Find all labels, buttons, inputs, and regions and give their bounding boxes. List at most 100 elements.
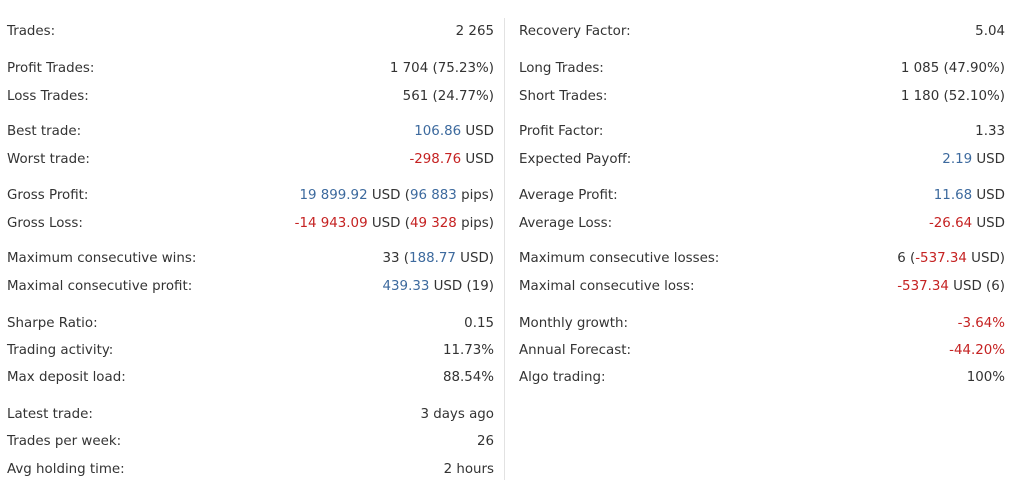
stat-row-max-consecutive-wins: Maximum consecutive wins: 33 (188.77 USD… bbox=[7, 249, 494, 267]
count-text: 33 ( bbox=[382, 250, 410, 266]
stat-label: Recovery Factor: bbox=[519, 23, 631, 39]
amount-negative: -26.64 bbox=[928, 215, 973, 231]
stat-value: 1 085 (47.90%) bbox=[900, 60, 1005, 76]
stat-value: 100% bbox=[966, 369, 1005, 385]
stat-value: -44.20% bbox=[949, 342, 1005, 358]
stat-label: Average Profit: bbox=[519, 187, 618, 203]
stat-value: 6 (-537.34 USD) bbox=[897, 251, 1005, 266]
amount-positive: 11.68 bbox=[933, 187, 973, 203]
amount-negative: -537.34 bbox=[897, 278, 949, 294]
amount-positive: 19 899.92 bbox=[299, 187, 368, 203]
stat-value: -298.76 USD bbox=[409, 152, 494, 167]
amount-negative: -14 943.09 bbox=[294, 215, 368, 231]
stat-row-monthly-growth: Monthly growth: -3.64% bbox=[519, 314, 1005, 332]
stat-label: Maximal consecutive loss: bbox=[519, 278, 695, 294]
amount-positive: 2.19 bbox=[942, 151, 973, 167]
column-divider bbox=[504, 18, 505, 480]
pips-suffix: pips) bbox=[456, 187, 494, 203]
stat-row-trading-activity: Trading activity: 11.73% bbox=[7, 341, 494, 359]
suffix-text: USD) bbox=[966, 250, 1005, 266]
stat-value: -3.64% bbox=[957, 315, 1005, 331]
stat-row-latest-trade: Latest trade: 3 days ago bbox=[7, 405, 494, 423]
stat-row-gross-loss: Gross Loss: -14 943.09 USD (49 328 pips) bbox=[7, 214, 494, 232]
stat-value: -537.34 USD (6) bbox=[897, 279, 1005, 294]
stat-label: Expected Payoff: bbox=[519, 151, 632, 167]
stat-label: Worst trade: bbox=[7, 151, 90, 167]
amount-positive: 188.77 bbox=[409, 250, 456, 266]
stat-row-gross-profit: Gross Profit: 19 899.92 USD (96 883 pips… bbox=[7, 186, 494, 204]
unit-text: USD ( bbox=[367, 187, 410, 203]
stat-value: 19 899.92 USD (96 883 pips) bbox=[299, 188, 494, 203]
stat-label: Loss Trades: bbox=[7, 88, 89, 104]
stat-value: 1 180 (52.10%) bbox=[900, 88, 1005, 104]
stat-value: 439.33 USD (19) bbox=[383, 279, 494, 294]
stat-value: 561 (24.77%) bbox=[402, 88, 494, 104]
count-text: 6 ( bbox=[897, 250, 916, 266]
stat-row-trades: Trades: 2 265 bbox=[7, 22, 494, 40]
pips-positive: 96 883 bbox=[409, 187, 457, 203]
amount-negative: -537.34 bbox=[915, 250, 967, 266]
stat-label: Average Loss: bbox=[519, 215, 613, 231]
unit-text: USD bbox=[461, 123, 494, 139]
stat-label: Profit Factor: bbox=[519, 123, 604, 139]
stat-row-algo-trading: Algo trading: 100% bbox=[519, 368, 1005, 386]
stat-label: Avg holding time: bbox=[7, 461, 125, 477]
stat-label: Sharpe Ratio: bbox=[7, 315, 98, 331]
stat-value: 11.68 USD bbox=[934, 188, 1005, 203]
stat-label: Gross Loss: bbox=[7, 215, 83, 231]
stat-label: Trading activity: bbox=[7, 342, 114, 358]
stat-label: Profit Trades: bbox=[7, 60, 95, 76]
unit-text: USD bbox=[972, 215, 1005, 231]
stat-value: 26 bbox=[476, 433, 494, 449]
stat-row-max-consecutive-losses: Maximum consecutive losses: 6 (-537.34 U… bbox=[519, 249, 1005, 267]
stat-row-max-consecutive-profit: Maximal consecutive profit: 439.33 USD (… bbox=[7, 277, 494, 295]
stat-row-profit-factor: Profit Factor: 1.33 bbox=[519, 122, 1005, 140]
amount-negative: -298.76 bbox=[409, 151, 462, 167]
amount-positive: 106.86 bbox=[414, 123, 462, 139]
stat-row-trades-per-week: Trades per week: 26 bbox=[7, 432, 494, 450]
stat-row-short-trades: Short Trades: 1 180 (52.10%) bbox=[519, 87, 1005, 105]
unit-text: USD ( bbox=[367, 215, 410, 231]
stat-label: Monthly growth: bbox=[519, 315, 628, 331]
stat-value: 11.73% bbox=[442, 342, 494, 358]
stat-label: Max deposit load: bbox=[7, 369, 126, 385]
stat-value: 2 hours bbox=[443, 461, 494, 477]
pips-suffix: pips) bbox=[456, 215, 494, 231]
stat-row-worst-trade: Worst trade: -298.76 USD bbox=[7, 150, 494, 168]
stat-value: -14 943.09 USD (49 328 pips) bbox=[295, 216, 494, 231]
stat-row-best-trade: Best trade: 106.86 USD bbox=[7, 122, 494, 140]
stat-label: Algo trading: bbox=[519, 369, 606, 385]
stat-row-sharpe-ratio: Sharpe Ratio: 0.15 bbox=[7, 314, 494, 332]
stat-row-average-loss: Average Loss: -26.64 USD bbox=[519, 214, 1005, 232]
stat-value: -26.64 USD bbox=[929, 216, 1005, 231]
stat-row-max-consecutive-loss: Maximal consecutive loss: -537.34 USD (6… bbox=[519, 277, 1005, 295]
stat-label: Short Trades: bbox=[519, 88, 608, 104]
stat-row-expected-payoff: Expected Payoff: 2.19 USD bbox=[519, 150, 1005, 168]
stat-row-annual-forecast: Annual Forecast: -44.20% bbox=[519, 341, 1005, 359]
stat-label: Latest trade: bbox=[7, 406, 93, 422]
stat-row-loss-trades: Loss Trades: 561 (24.77%) bbox=[7, 87, 494, 105]
stat-label: Trades per week: bbox=[7, 433, 122, 449]
stat-row-profit-trades: Profit Trades: 1 704 (75.23%) bbox=[7, 59, 494, 77]
unit-text: USD bbox=[972, 187, 1005, 203]
stat-label: Trades: bbox=[7, 23, 56, 39]
amount-positive: 439.33 bbox=[382, 278, 430, 294]
stat-label: Gross Profit: bbox=[7, 187, 89, 203]
unit-text: USD bbox=[972, 151, 1005, 167]
stat-value: 3 days ago bbox=[420, 406, 494, 422]
stat-label: Best trade: bbox=[7, 123, 82, 139]
stat-row-avg-holding-time: Avg holding time: 2 hours bbox=[7, 460, 494, 478]
stat-label: Maximum consecutive losses: bbox=[519, 250, 720, 266]
stat-value: 1 704 (75.23%) bbox=[389, 60, 494, 76]
stat-row-long-trades: Long Trades: 1 085 (47.90%) bbox=[519, 59, 1005, 77]
stat-value: 5.04 bbox=[975, 23, 1005, 39]
stat-row-average-profit: Average Profit: 11.68 USD bbox=[519, 186, 1005, 204]
stat-label: Maximal consecutive profit: bbox=[7, 278, 193, 294]
stat-value: 2 265 bbox=[455, 23, 494, 39]
stat-row-max-deposit-load: Max deposit load: 88.54% bbox=[7, 368, 494, 386]
stat-value: 33 (188.77 USD) bbox=[383, 251, 494, 266]
stat-row-recovery-factor: Recovery Factor: 5.04 bbox=[519, 22, 1005, 40]
stat-label: Maximum consecutive wins: bbox=[7, 250, 197, 266]
suffix-text: USD (6) bbox=[948, 278, 1005, 294]
